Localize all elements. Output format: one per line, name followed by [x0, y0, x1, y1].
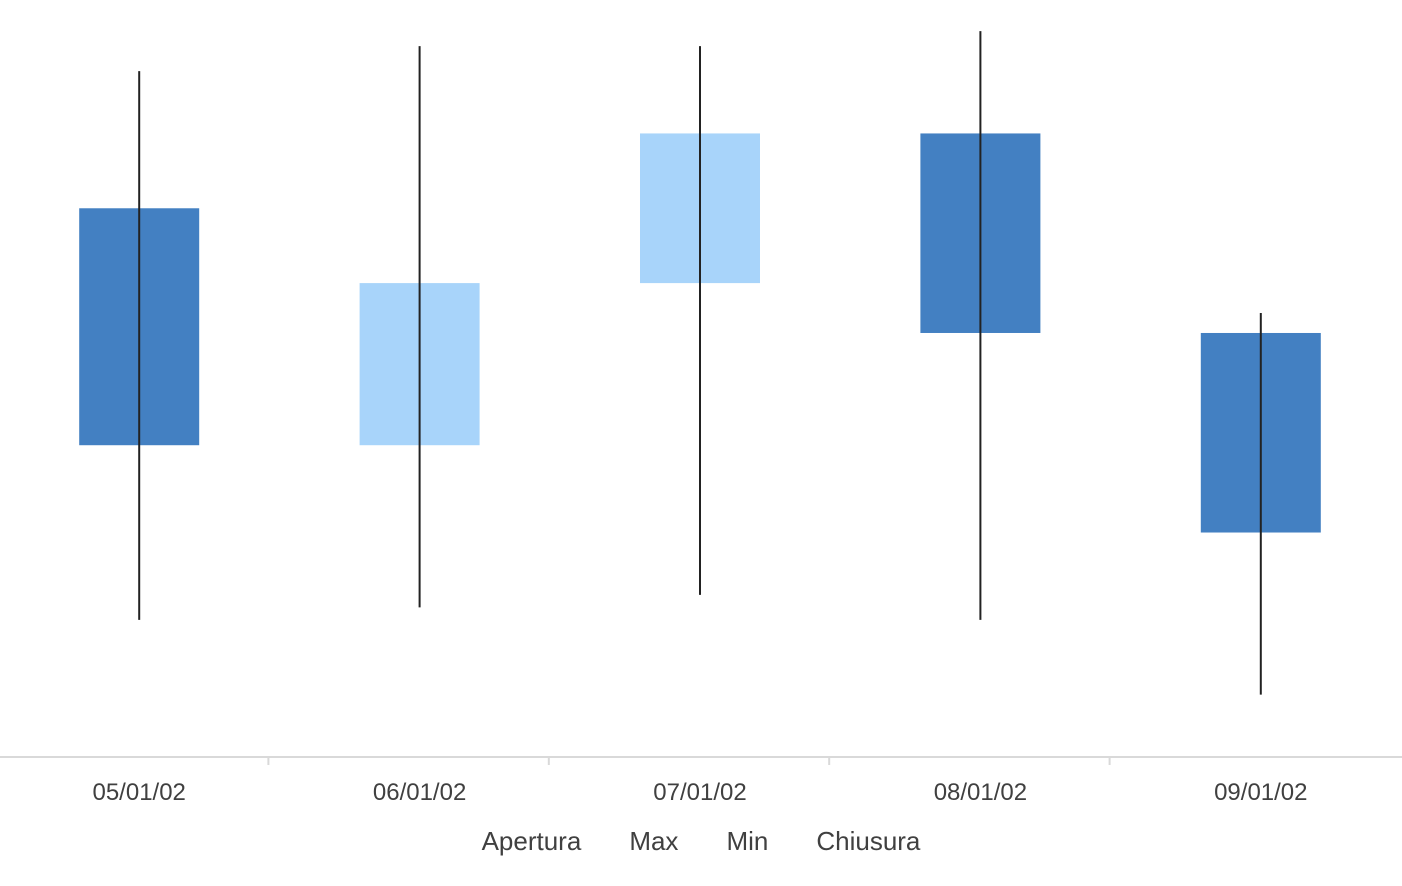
legend-entry-apertura: Apertura	[481, 826, 582, 856]
x-tick-label-1: 06/01/02	[373, 779, 466, 806]
legend-entry-chiusura: Chiusura	[816, 826, 921, 856]
x-tick-label-3: 08/01/02	[934, 779, 1027, 806]
x-tick-label-2: 07/01/02	[653, 779, 746, 806]
legend-entry-max: Max	[629, 826, 679, 856]
candlestick-chart: 05/01/02 06/01/02 07/01/02 08/01/02 09/01/02	[0, 31, 1402, 806]
candles-group	[79, 31, 1321, 695]
legend: Apertura Max Min Chiusura	[0, 826, 1402, 857]
legend-entry-min: Min	[726, 826, 769, 856]
x-axis: 05/01/02 06/01/02 07/01/02 08/01/02 09/01/02	[0, 756, 1402, 806]
x-tick-label-0: 05/01/02	[92, 779, 185, 806]
x-tick-label-4: 09/01/02	[1214, 779, 1307, 806]
